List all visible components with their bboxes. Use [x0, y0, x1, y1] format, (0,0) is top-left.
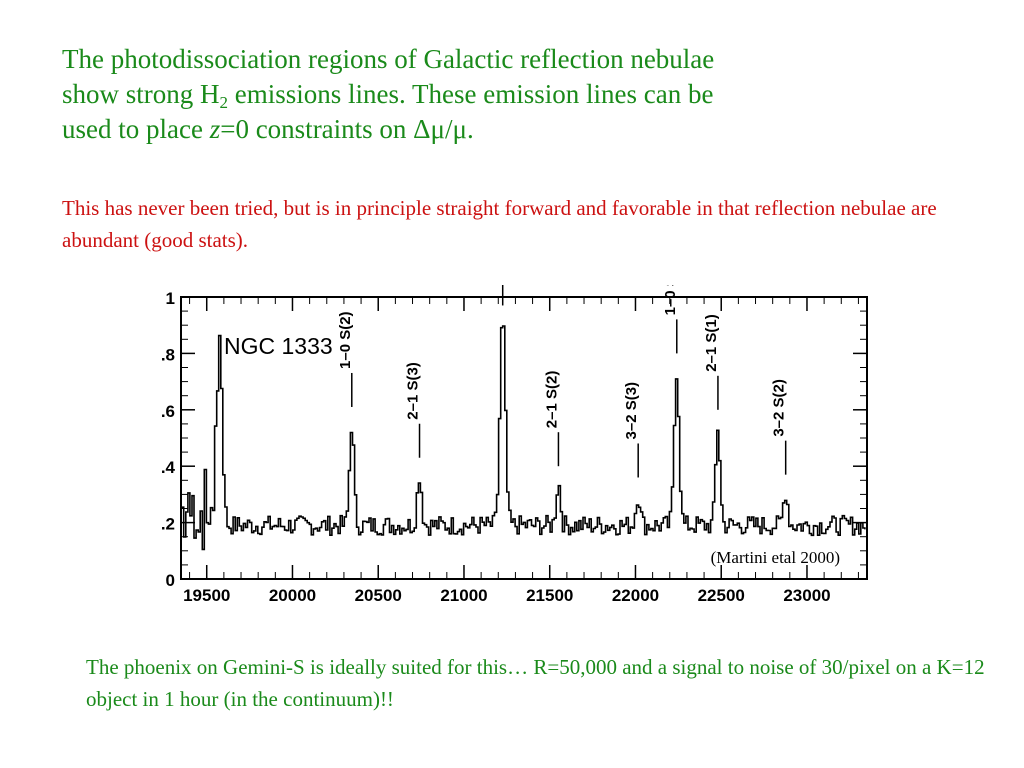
emission-line-labels: 1–0 S(2)2–1 S(3)1–0 S(1)2–1 S(2)3–2 S(3)… — [337, 285, 788, 478]
emission-line-label: 2–1 S(2) — [543, 371, 560, 429]
y-tick-label: .8 — [161, 345, 175, 364]
x-tick-label: 22500 — [698, 586, 745, 605]
y-tick-label: 0 — [166, 571, 175, 590]
y-tick-label: .2 — [161, 515, 175, 534]
heading-line-2-start: show strong H — [62, 79, 220, 109]
x-tick-label: 22000 — [612, 586, 659, 605]
footer-text: The phoenix on Gemini-S is ideally suite… — [86, 655, 985, 711]
x-tick-label: 21500 — [526, 586, 573, 605]
x-tick-label: 21000 — [440, 586, 487, 605]
x-tick-label: 20500 — [355, 586, 402, 605]
emission-line-label: 3–2 S(3) — [623, 382, 640, 440]
emission-line-label: 2–1 S(1) — [703, 314, 720, 372]
y-tick-label: .6 — [161, 402, 175, 421]
heading-line-2-end: emissions lines. These emission lines ca… — [228, 79, 714, 109]
chart-title: NGC 1333 — [224, 333, 333, 359]
axis-ticks — [181, 296, 867, 580]
y-tick-label: 1 — [166, 289, 175, 308]
spectrum-chart: 0 .2 .4 .6 .8 1 19500 20000 20500 21000 21500 2200… — [161, 285, 868, 605]
x-tick-labels: 19500 20000 20500 21000 21500 22000 22500 23000 — [183, 586, 831, 605]
heading-z-symbol: z — [209, 114, 221, 144]
emission-line-label: 1–0 S(0) — [662, 285, 679, 315]
emission-line-label: 1–0 S(2) — [337, 311, 354, 369]
heading-h2-subscript: 2 — [219, 93, 229, 112]
heading-line-1: The photodissociation regions of Galacti… — [62, 44, 715, 74]
x-tick-label: 19500 — [183, 586, 230, 605]
emission-line-label: 3–2 S(2) — [771, 379, 788, 437]
heading-line-3-start: used to place — [62, 114, 210, 144]
slide-heading: The photodissociation regions of Galacti… — [62, 42, 962, 147]
y-tick-label: .4 — [161, 458, 176, 477]
x-tick-label: 23000 — [783, 586, 830, 605]
x-tick-label: 20000 — [269, 586, 316, 605]
emission-line-label: 2–1 S(3) — [405, 362, 422, 420]
spectrum-line — [181, 325, 866, 551]
plot-frame — [180, 296, 868, 580]
citation-label: (Martini etal 2000) — [711, 548, 840, 567]
red-note: This has never been tried, but is in pri… — [62, 196, 937, 252]
y-tick-labels: 0 .2 .4 .6 .8 1 — [161, 289, 176, 590]
heading-line-3-end: =0 constraints on Δμ/μ. — [220, 114, 474, 144]
